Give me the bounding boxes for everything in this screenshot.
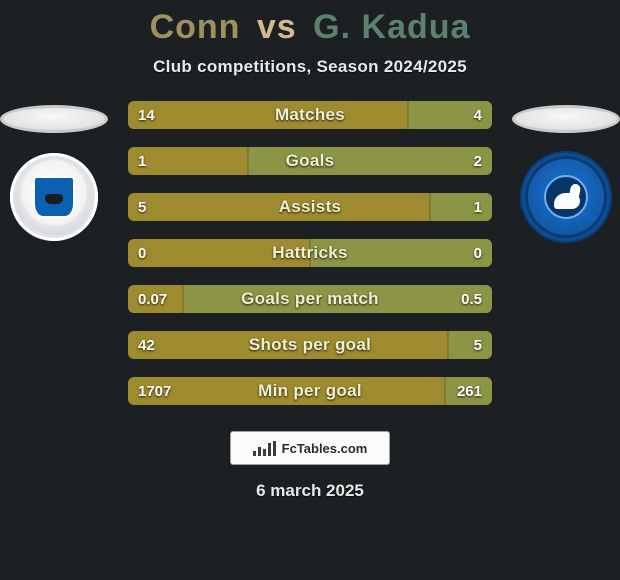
stat-right-value: 5 [448,331,492,359]
source-logo-text: FcTables.com [282,441,368,456]
page-title: Conn vs G. Kadua [150,8,471,47]
stat-right-value: 0.5 [183,285,492,313]
bar-chart-icon [253,441,276,456]
subtitle: Club competitions, Season 2024/2025 [153,57,467,77]
title-player-left: Conn [150,8,241,46]
stat-right-value: 261 [445,377,492,405]
stat-row: 0.070.5Goals per match [128,285,492,313]
stat-left-value: 5 [128,193,430,221]
comparison-infographic: Conn vs G. Kadua Club competitions, Seas… [0,0,620,580]
right-club-crest-icon [522,153,610,241]
stat-left-value: 14 [128,101,408,129]
stat-right-value: 1 [430,193,492,221]
stat-left-value: 1 [128,147,248,175]
title-vs: vs [257,8,297,46]
shield-icon [33,176,75,218]
stat-left-value: 0 [128,239,310,267]
main-row: 144Matches 12Goals 51Assists 00Hattricks 0.0… [0,101,620,405]
stat-right-value: 0 [310,239,492,267]
title-player-right: G. Kadua [313,8,470,46]
date-label: 6 march 2025 [256,481,364,501]
stat-row: 144Matches [128,101,492,129]
swan-icon [544,175,588,219]
stat-row: 1707261Min per goal [128,377,492,405]
player-silhouette-icon [0,105,108,133]
stat-right-value: 4 [408,101,492,129]
left-club-crest-icon [10,153,98,241]
stat-row: 51Assists [128,193,492,221]
source-logo: FcTables.com [230,431,390,465]
left-side-column [0,101,108,241]
stat-row: 12Goals [128,147,492,175]
stat-right-value: 2 [248,147,492,175]
stat-row: 425Shots per goal [128,331,492,359]
stat-row: 00Hattricks [128,239,492,267]
player-silhouette-icon [512,105,620,133]
stat-left-value: 1707 [128,377,445,405]
stat-left-value: 0.07 [128,285,183,313]
right-side-column [512,101,620,241]
stat-left-value: 42 [128,331,448,359]
stats-table: 144Matches 12Goals 51Assists 00Hattricks 0.0… [128,101,492,405]
